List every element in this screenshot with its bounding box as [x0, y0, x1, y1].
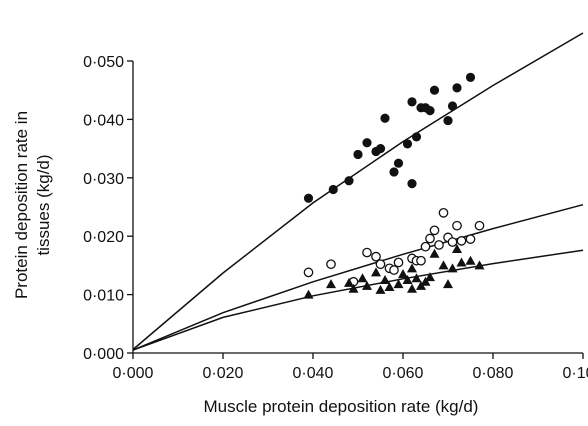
data-point-open-circle: [429, 225, 440, 236]
data-point-filled-circle: [353, 149, 363, 160]
data-point-filled-circle: [452, 83, 462, 93]
fit-line-2: [132, 203, 584, 351]
fit-line-1: [132, 32, 584, 351]
data-point-triangle: [357, 273, 368, 283]
data-point-triangle: [447, 263, 458, 273]
x-tick-label: 0·100: [563, 365, 588, 382]
x-axis-title: Muscle protein deposition rate (kg/d): [204, 397, 479, 416]
data-point-triangle: [303, 289, 314, 299]
data-point-triangle: [362, 280, 372, 290]
data-point-filled-circle: [443, 115, 453, 126]
y-tick-label: 0·030: [83, 171, 124, 188]
y-tick-label: 0·000: [83, 346, 124, 363]
data-point-open-circle: [474, 220, 485, 231]
data-point-triangle: [371, 267, 381, 277]
data-points: [303, 72, 485, 299]
data-point-triangle: [393, 279, 404, 289]
data-point-triangle: [384, 282, 395, 292]
data-point-triangle: [348, 283, 359, 293]
data-point-triangle: [407, 263, 417, 273]
y-tick-label: 0·050: [83, 54, 124, 71]
data-point-open-circle: [303, 267, 314, 278]
x-tick-label: 0·000: [113, 365, 154, 382]
x-tick-label: 0·040: [293, 365, 334, 382]
data-point-open-circle: [326, 259, 336, 270]
data-point-open-circle: [447, 237, 458, 247]
data-point-triangle: [452, 244, 462, 254]
data-point-triangle: [425, 272, 435, 282]
y-tick-label: 0·010: [83, 288, 124, 305]
data-point-open-circle: [371, 251, 381, 262]
data-point-open-circle: [420, 241, 431, 252]
data-point-filled-circle: [407, 97, 417, 107]
axes: 0·000 0·020 0·040 0·060 0·080 0·100 0·000 0·010…: [83, 54, 588, 382]
data-point-filled-circle: [407, 179, 417, 189]
x-tick-label: 0·060: [383, 365, 424, 382]
axis-labels: Muscle protein deposition rate (kg/d) Pr…: [12, 111, 478, 416]
data-point-open-circle: [362, 247, 372, 258]
y-axis-title-line-2: tissues (kg/d): [34, 154, 53, 255]
y-tick-label: 0·020: [83, 229, 124, 246]
data-point-open-circle: [416, 255, 426, 266]
data-point-triangle: [474, 260, 485, 270]
data-point-triangle: [420, 276, 431, 286]
data-point-filled-circle: [362, 138, 372, 148]
data-point-triangle: [438, 260, 449, 270]
data-point-filled-circle: [402, 139, 413, 149]
data-point-filled-circle: [425, 106, 435, 116]
data-point-open-circle: [393, 257, 404, 268]
x-tick-label: 0·080: [473, 365, 514, 382]
data-point-triangle: [402, 275, 413, 284]
data-point-triangle: [398, 269, 408, 279]
data-point-triangle: [443, 279, 453, 289]
data-point-filled-circle: [344, 176, 354, 186]
data-point-triangle: [326, 279, 336, 289]
data-point-filled-circle: [328, 184, 338, 195]
data-point-triangle: [411, 273, 422, 283]
data-point-triangle: [407, 283, 417, 293]
data-point-filled-circle: [380, 113, 390, 123]
data-point-filled-circle: [429, 85, 440, 95]
fit-line-3: [132, 249, 584, 351]
data-point-triangle: [344, 277, 354, 287]
data-point-open-circle: [425, 233, 435, 244]
y-axis-title-line-1: Protein deposition rate in: [12, 111, 31, 299]
data-point-open-circle: [452, 220, 462, 231]
data-point-filled-circle: [393, 158, 404, 168]
data-point-open-circle: [465, 234, 476, 244]
data-point-open-circle: [456, 236, 467, 246]
data-point-open-circle: [434, 240, 444, 250]
data-point-filled-circle: [303, 193, 314, 203]
data-point-filled-circle: [447, 101, 458, 111]
data-point-filled-circle: [375, 144, 386, 154]
data-point-open-circle: [375, 259, 386, 270]
data-point-filled-circle: [389, 167, 399, 177]
data-point-triangle: [456, 257, 467, 267]
data-point-open-circle: [438, 207, 449, 218]
y-tick-label: 0·040: [83, 112, 124, 129]
x-tick-label: 0·020: [203, 365, 244, 382]
data-point-filled-circle: [411, 132, 422, 142]
data-point-triangle: [380, 275, 390, 284]
data-point-triangle: [429, 248, 440, 258]
fit-lines: [132, 32, 584, 351]
data-point-triangle: [465, 255, 476, 265]
data-point-open-circle: [389, 265, 399, 275]
data-point-filled-circle: [465, 72, 476, 82]
data-point-triangle: [375, 284, 386, 294]
